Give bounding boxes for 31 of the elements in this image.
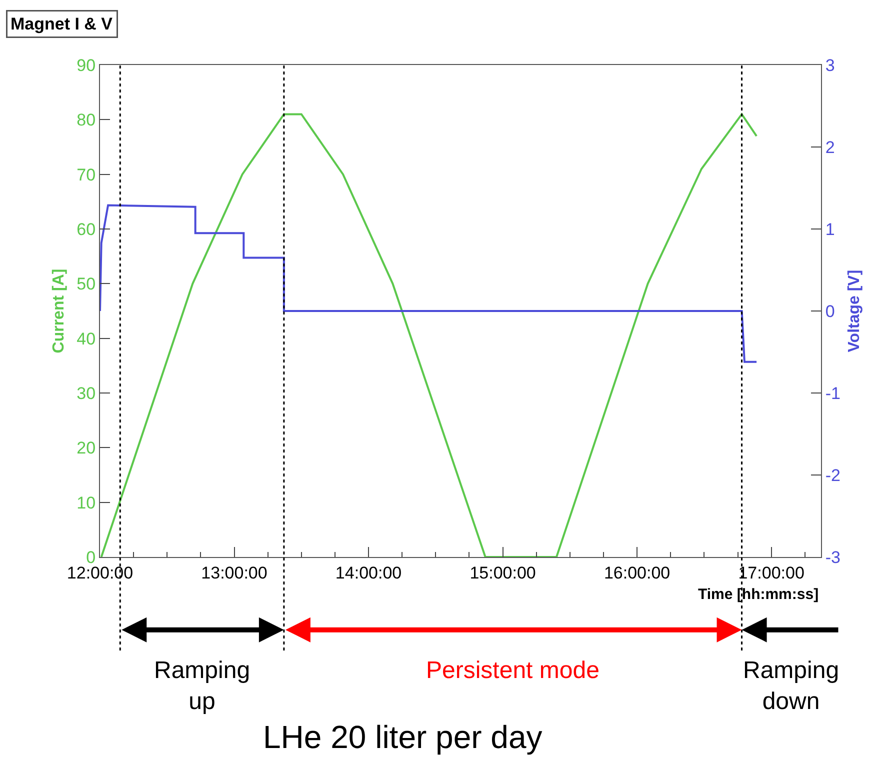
y2-tick-label: 2 [825, 138, 835, 157]
y-tick-label: 30 [76, 384, 96, 403]
x-tick-label: 17:00:00 [738, 563, 804, 582]
chart-title: Magnet I & V [10, 14, 114, 34]
x-axis-title: Time [hh:mm:ss] [698, 586, 819, 603]
y-tick-label: 40 [76, 329, 96, 348]
y-axis-title: Current [A] [50, 268, 68, 354]
y2-tick-label: 0 [825, 302, 835, 321]
y-tick-label: 90 [76, 56, 96, 75]
text: Ramping up [154, 657, 250, 716]
x-tick-label: 16:00:00 [604, 563, 670, 582]
y-tick-label: 20 [76, 438, 96, 458]
x-tick-label: 14:00:00 [335, 563, 402, 582]
y2-tick-label: -1 [825, 384, 841, 403]
y2-tick-label: 3 [825, 56, 835, 75]
text: Persistent mode [426, 657, 600, 684]
y-tick-label: 80 [76, 110, 96, 130]
y2-axis-title: Voltage [V] [846, 270, 864, 352]
y-tick-label: 10 [76, 493, 96, 512]
line-series [100, 113, 758, 557]
x-tick-label: 13:00:00 [201, 563, 268, 582]
y-tick-label: 50 [76, 274, 96, 294]
y2-tick-label: 1 [825, 220, 835, 239]
y2-tick-label: -2 [825, 466, 841, 485]
y-tick-label: 70 [76, 165, 96, 184]
y-tick-label: 60 [76, 220, 96, 239]
y2-tick-label: -3 [825, 548, 841, 567]
text: Ramping down [743, 657, 840, 716]
line-series [100, 204, 758, 363]
text: LHe 20 liter per day [263, 719, 542, 755]
x-tick-label: 15:00:00 [470, 563, 536, 582]
